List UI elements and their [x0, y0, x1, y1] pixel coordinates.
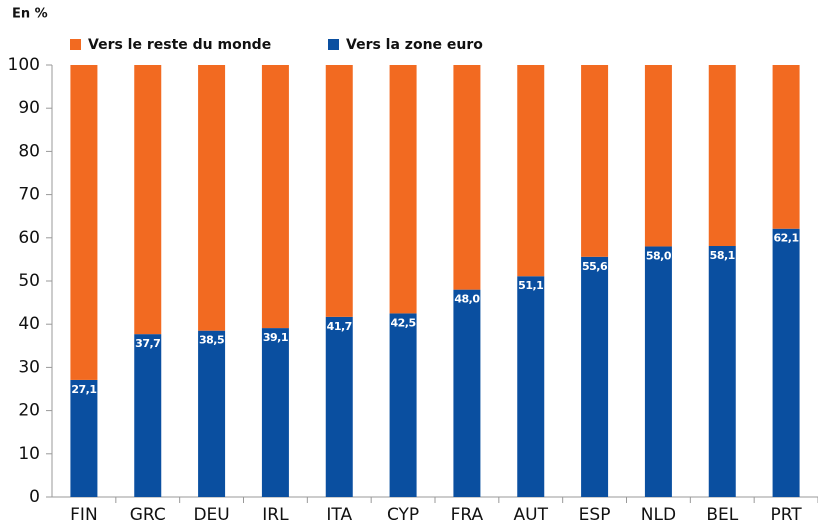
value-label: 41,7 — [327, 320, 352, 333]
y-tick-label: 70 — [18, 185, 40, 205]
x-tick-label: NLD — [641, 505, 676, 525]
bar-segment — [325, 316, 353, 497]
bar-segment — [772, 65, 800, 229]
value-label: 51,1 — [518, 279, 543, 292]
bar-segment — [134, 65, 162, 335]
y-tick-label: 10 — [18, 444, 40, 464]
bar-segment — [70, 65, 98, 380]
bar-segment — [517, 65, 545, 277]
x-tick-label: ESP — [579, 505, 611, 525]
legend-swatch — [328, 39, 339, 50]
x-tick-label: PRT — [770, 505, 802, 525]
value-label: 58,1 — [710, 249, 735, 262]
chart-title: En % — [12, 7, 48, 22]
bar-segment — [453, 289, 481, 497]
value-label: 55,6 — [582, 260, 608, 273]
bar-segment — [581, 256, 609, 497]
bar-segment — [198, 65, 226, 331]
x-tick-label: AUT — [514, 505, 549, 525]
x-tick-label: CYP — [387, 505, 419, 525]
y-tick-label: 90 — [18, 98, 40, 118]
bar-segment — [134, 334, 162, 497]
y-tick-label: 30 — [18, 357, 40, 377]
y-tick-label: 20 — [18, 401, 40, 421]
x-tick-label: ITA — [326, 505, 352, 525]
x-tick-label: IRL — [262, 505, 289, 525]
value-label: 48,0 — [454, 293, 480, 306]
value-label: 58,0 — [646, 249, 672, 262]
bar-segment — [70, 379, 98, 497]
y-tick-label: 100 — [8, 55, 40, 75]
bar-segment — [517, 276, 545, 497]
bar-segment — [389, 313, 417, 497]
y-tick-label: 0 — [29, 487, 40, 507]
bar-segment — [325, 65, 353, 317]
bar-segment — [453, 65, 481, 290]
legend-label: Vers la zone euro — [346, 37, 483, 53]
bar-segment — [198, 330, 226, 497]
value-label: 38,5 — [199, 334, 224, 347]
bar-segment — [708, 65, 736, 247]
bar-segment — [261, 65, 289, 329]
legend-swatch — [70, 39, 81, 50]
bar-segment — [708, 246, 736, 497]
bar-segment — [581, 65, 609, 257]
value-label: 37,7 — [135, 337, 160, 350]
x-tick-label: FRA — [451, 505, 484, 525]
y-tick-label: 40 — [18, 314, 40, 334]
bar-segment — [772, 228, 800, 497]
x-tick-label: FIN — [70, 505, 98, 525]
value-label: 42,5 — [391, 316, 416, 329]
y-tick-label: 80 — [18, 141, 40, 161]
value-label: 39,1 — [263, 331, 288, 344]
bar-segment — [261, 328, 289, 497]
legend-label: Vers le reste du monde — [88, 37, 271, 53]
x-tick-label: BEL — [706, 505, 738, 525]
bar-segment — [389, 65, 417, 314]
y-tick-label: 50 — [18, 271, 40, 291]
y-tick-label: 60 — [18, 228, 40, 248]
bar-segment — [644, 65, 672, 247]
x-tick-label: GRC — [130, 505, 166, 525]
value-label: 27,1 — [71, 383, 96, 396]
x-tick-label: DEU — [193, 505, 229, 525]
value-label: 62,1 — [774, 232, 799, 245]
bar-segment — [644, 246, 672, 497]
